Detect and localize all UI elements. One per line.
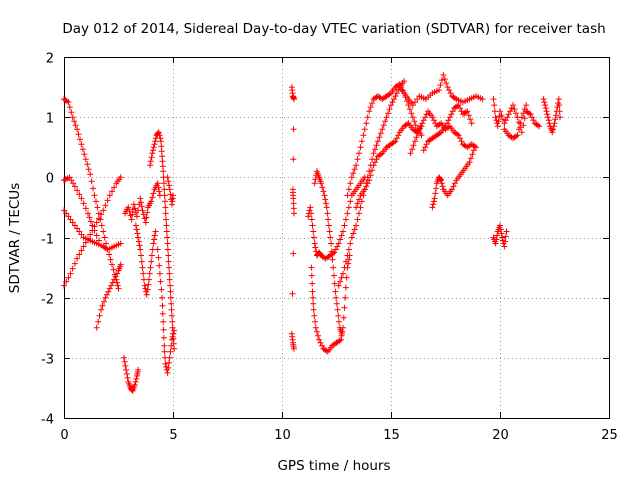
series-arc-w <box>490 96 543 136</box>
series-markers <box>61 96 122 292</box>
series-markers <box>121 354 142 394</box>
series-markers <box>490 222 510 250</box>
y-tick-label: -2 <box>41 293 54 308</box>
x-tick-label: 0 <box>60 428 68 443</box>
y-tick-label: 1 <box>46 112 54 127</box>
series-arc-v <box>429 147 477 211</box>
series-arc-u <box>420 102 475 154</box>
x-tick-label: 5 <box>169 428 177 443</box>
series-arc-y <box>501 102 530 142</box>
series-arc-o <box>311 168 345 337</box>
series-markers <box>344 81 425 199</box>
data-points <box>61 72 563 394</box>
series-markers <box>61 207 124 253</box>
series-markers <box>311 168 345 337</box>
series-arc-c <box>61 207 124 253</box>
axis-ticks: 0 5 10 15 20 25 -4 -3 -2 -1 0 1 2 <box>41 52 618 444</box>
series-markers <box>396 72 486 109</box>
series-markers <box>147 129 178 352</box>
series-markers <box>164 174 176 208</box>
series-markers <box>305 174 368 262</box>
series-arc-e <box>93 261 124 331</box>
series-markers <box>335 78 408 289</box>
series-arc-j <box>164 174 176 208</box>
series-arc-d <box>61 174 102 244</box>
series-arc-f <box>122 180 163 226</box>
series-arc-z <box>540 96 563 136</box>
series-markers <box>490 96 543 136</box>
series-arc-n <box>308 252 353 355</box>
series-markers <box>61 174 102 244</box>
series-arc-l <box>288 84 297 352</box>
series-arc-i <box>154 246 178 376</box>
y-tick-label: -4 <box>41 413 54 428</box>
x-tick-label: 25 <box>601 428 618 443</box>
y-axis-label: SDTVAR / TECUs <box>7 183 23 293</box>
y-tick-label: 0 <box>46 172 54 187</box>
series-markers <box>429 147 477 211</box>
series-markers <box>93 261 124 331</box>
x-axis-label: GPS time / hours <box>277 458 390 474</box>
x-tick-label: 10 <box>274 428 291 443</box>
x-tick-label: 15 <box>383 428 400 443</box>
series-arc-m <box>305 174 368 262</box>
series-arc-x <box>490 222 510 250</box>
series-arc-b <box>61 174 124 289</box>
series-arc-r <box>353 120 425 211</box>
series-markers <box>540 96 563 136</box>
y-tick-label: -1 <box>41 233 54 248</box>
series-arc-g <box>132 222 159 298</box>
series-arc-h <box>147 129 178 352</box>
series-markers <box>122 180 163 226</box>
y-tick-label: 2 <box>46 52 54 67</box>
series-markers <box>132 222 159 298</box>
series-arc-s <box>396 72 486 109</box>
series-markers <box>61 174 124 289</box>
series-arc-q <box>344 81 425 199</box>
x-tick-label: 20 <box>492 428 509 443</box>
series-markers <box>288 84 297 352</box>
series-markers <box>353 120 425 211</box>
series-markers <box>501 102 530 142</box>
y-tick-label: -3 <box>41 353 54 368</box>
series-markers <box>420 102 475 154</box>
series-arc-k <box>121 354 142 394</box>
series-markers <box>154 246 178 376</box>
series-markers <box>308 252 353 355</box>
chart-title: Day 012 of 2014, Sidereal Day-to-day VTE… <box>62 21 605 37</box>
series-arc-a <box>61 96 122 292</box>
series-arc-p <box>335 78 408 289</box>
